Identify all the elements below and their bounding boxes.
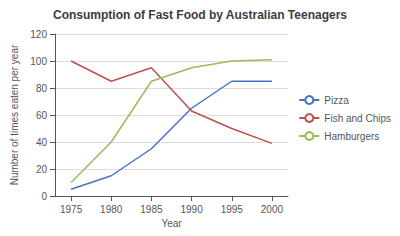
- svg-text:60: 60: [36, 110, 48, 121]
- svg-text:0: 0: [41, 191, 47, 202]
- svg-text:Pizza: Pizza: [324, 95, 349, 106]
- svg-text:Number of times eaten per year: Number of times eaten per year: [9, 44, 20, 185]
- svg-text:1975: 1975: [60, 204, 83, 215]
- svg-text:1985: 1985: [140, 204, 163, 215]
- svg-text:120: 120: [30, 29, 47, 40]
- svg-text:1995: 1995: [221, 204, 244, 215]
- svg-text:40: 40: [36, 137, 48, 148]
- svg-text:Hamburgers: Hamburgers: [324, 131, 379, 142]
- svg-text:1980: 1980: [100, 204, 123, 215]
- svg-text:Fish and Chips: Fish and Chips: [324, 113, 391, 124]
- svg-text:100: 100: [30, 56, 47, 67]
- svg-text:80: 80: [36, 83, 48, 94]
- svg-text:Consumption of Fast Food by Au: Consumption of Fast Food by Australian T…: [53, 8, 347, 22]
- svg-text:2000: 2000: [261, 204, 284, 215]
- svg-text:Year: Year: [161, 218, 182, 229]
- svg-text:20: 20: [36, 164, 48, 175]
- svg-text:1990: 1990: [180, 204, 203, 215]
